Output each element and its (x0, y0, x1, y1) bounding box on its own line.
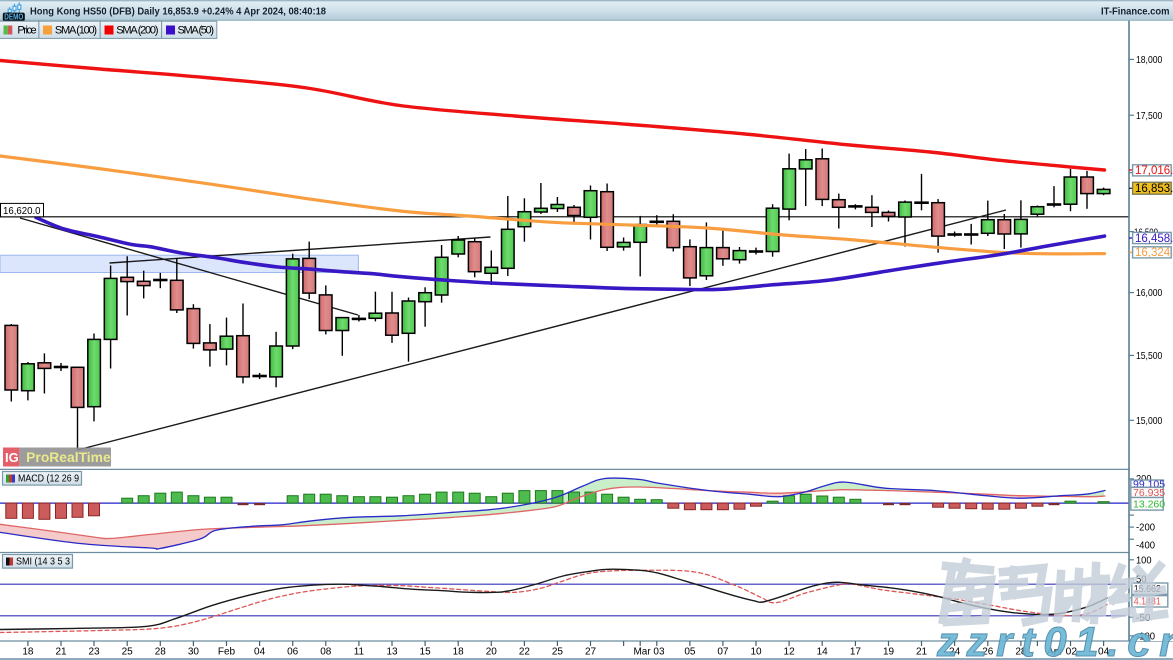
svg-text:20: 20 (486, 647, 498, 658)
svg-text:17,500: 17,500 (1136, 110, 1162, 122)
svg-text:ProRealTime: ProRealTime (26, 450, 111, 465)
svg-text:76.935: 76.935 (1133, 487, 1165, 499)
svg-text:MACD (12 26 9: MACD (12 26 9 (18, 474, 79, 485)
svg-text:IG: IG (5, 450, 19, 465)
svg-text:zzrt01.cn: zzrt01.cn (936, 618, 1173, 660)
svg-text:07: 07 (717, 647, 729, 658)
svg-text:16,458..: 16,458.. (1135, 233, 1173, 245)
svg-text:10: 10 (750, 647, 762, 658)
svg-text:26: 26 (982, 647, 994, 658)
svg-text:Price: Price (17, 24, 36, 36)
svg-text:SMA (50): SMA (50) (178, 24, 215, 36)
svg-text:18: 18 (453, 647, 465, 658)
svg-text:04: 04 (1098, 647, 1110, 658)
svg-text:SMA (200): SMA (200) (116, 24, 158, 36)
svg-text:14: 14 (817, 647, 829, 658)
svg-text:SMA (100): SMA (100) (55, 24, 97, 36)
svg-text:13: 13 (386, 647, 398, 658)
svg-text:04: 04 (254, 647, 266, 658)
svg-text:22: 22 (519, 647, 531, 658)
svg-text:15,000: 15,000 (1136, 415, 1162, 427)
svg-text:30: 30 (188, 647, 200, 658)
svg-text:17,016..: 17,016.. (1135, 165, 1173, 177)
svg-text:28: 28 (1015, 647, 1027, 658)
svg-text:28: 28 (155, 647, 167, 658)
svg-text:18: 18 (22, 647, 34, 658)
svg-text:Apr 02: Apr 02 (1047, 647, 1077, 658)
svg-text:Hong Kong HS50 (DFB) Daily 16,: Hong Kong HS50 (DFB) Daily 16,853.9 +0.2… (30, 5, 326, 17)
svg-text:DEMO: DEMO (4, 13, 23, 22)
svg-text:18,000: 18,000 (1136, 54, 1162, 66)
svg-text:16,000: 16,000 (1136, 287, 1162, 299)
svg-text:12: 12 (784, 647, 796, 658)
svg-text:23: 23 (88, 647, 100, 658)
svg-text:-200: -200 (1136, 521, 1155, 533)
svg-text:21: 21 (55, 647, 67, 658)
svg-text:08: 08 (320, 647, 332, 658)
svg-text:13.260: 13.260 (1133, 499, 1165, 511)
svg-text:15: 15 (420, 647, 432, 658)
svg-text:24: 24 (949, 647, 961, 658)
svg-text:17: 17 (850, 647, 862, 658)
svg-text:Feb: Feb (218, 647, 236, 658)
svg-text:25: 25 (122, 647, 134, 658)
svg-text:21: 21 (916, 647, 928, 658)
svg-text:16,620.0: 16,620.0 (3, 205, 41, 217)
svg-text:15,500: 15,500 (1136, 350, 1162, 362)
svg-text:16,853..: 16,853.. (1135, 183, 1173, 195)
svg-text:11: 11 (354, 647, 365, 658)
svg-text:19: 19 (883, 647, 895, 658)
svg-text:IT-Finance.com: IT-Finance.com (1101, 5, 1170, 17)
svg-text:06: 06 (287, 647, 299, 658)
svg-text:-100: -100 (1136, 631, 1155, 643)
svg-text:100: 100 (1136, 555, 1152, 567)
svg-text:SMI (14 3 5 3: SMI (14 3 5 3 (16, 557, 70, 568)
svg-text:-400: -400 (1136, 540, 1155, 552)
svg-text:Mar 03: Mar 03 (634, 647, 665, 658)
svg-text:27: 27 (585, 647, 597, 658)
svg-text:25: 25 (552, 647, 564, 658)
svg-text:05: 05 (684, 647, 696, 658)
svg-text:16,324..: 16,324.. (1135, 247, 1173, 259)
